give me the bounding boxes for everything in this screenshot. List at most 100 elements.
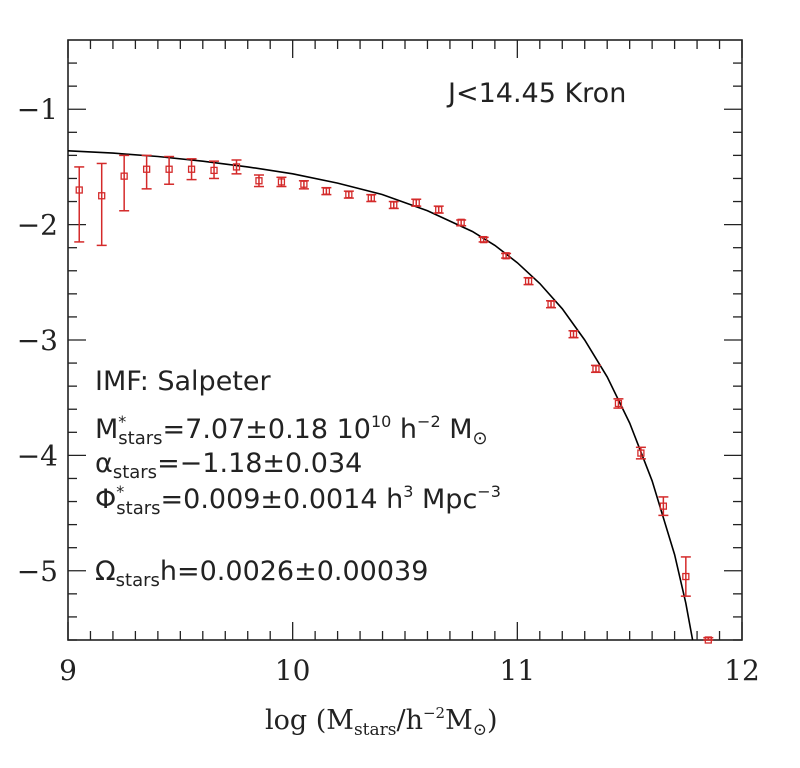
xlabel-prefix: log (M (265, 705, 354, 736)
data-point (411, 198, 422, 207)
point-marker (457, 218, 465, 226)
point-marker (187, 165, 196, 173)
omega-value: h=0.0026±0.00039 (159, 556, 429, 587)
point-marker (367, 194, 375, 202)
fit-curve (67, 150, 694, 641)
data-point (433, 205, 444, 214)
data-point (568, 330, 579, 339)
xlabel-sub2: ⊙ (472, 720, 488, 740)
mstar-power: 10 (370, 412, 392, 431)
mstar-unit2: M (440, 414, 473, 445)
point-marker (502, 252, 510, 260)
data-point (209, 160, 220, 180)
y-tick-label: −3 (17, 324, 58, 357)
phi-value: =0.009±0.0014 h (160, 484, 404, 515)
point-marker (255, 177, 263, 185)
data-point (635, 446, 646, 460)
data-point (680, 556, 691, 597)
data-point (658, 496, 669, 517)
mstar-value: =7.07±0.18 10 (162, 414, 371, 445)
mstar-symbol: M (95, 414, 119, 445)
x-tick-label: 10 (275, 654, 311, 687)
data-point (523, 276, 534, 286)
imf-label: IMF: Salpeter (95, 366, 271, 397)
x-tick-label: 11 (500, 654, 536, 687)
mstar-unit2-sub: ⊙ (472, 428, 488, 449)
data-point (253, 174, 264, 188)
data-point (478, 235, 489, 244)
point-marker (345, 190, 353, 199)
data-point (590, 364, 601, 374)
point-marker (479, 235, 488, 244)
data-point (613, 398, 624, 409)
xlabel-mid: /h (396, 705, 423, 736)
xlabel-mid2: M (445, 705, 473, 736)
x-axis-label: log (Mstars/h−2M⊙) (265, 704, 498, 740)
y-tick-label: −1 (17, 93, 58, 126)
data-point (164, 155, 175, 185)
point-marker (412, 199, 420, 207)
mstar-sub: stars (118, 428, 163, 449)
alpha-symbol: α (95, 448, 113, 479)
y-tick-label: −4 (17, 439, 58, 472)
data-point (298, 180, 309, 190)
data-point (186, 158, 197, 181)
point-marker (682, 572, 690, 581)
phi-sup: * (116, 482, 125, 501)
xlabel-sub: stars (353, 720, 397, 740)
point-marker (120, 172, 128, 180)
point-marker (142, 165, 151, 173)
data-point (321, 186, 332, 196)
fit-curve-group (67, 150, 694, 641)
point-marker (390, 201, 398, 209)
data-point (119, 154, 130, 212)
data-point (96, 162, 107, 247)
x-tick-label: 9 (59, 654, 77, 687)
omega-sub: stars (115, 570, 160, 591)
phi-sub: stars (116, 498, 161, 519)
axis-ticks (67, 40, 743, 641)
xlabel-sup: −2 (422, 704, 446, 722)
mstar-unit1-sup: −2 (417, 412, 441, 431)
axis-tick-labels: 9 10 11 12 −1 −2 −3 −4 −5 (17, 93, 760, 687)
omega-annotation: Ωstarsh=0.0026±0.00039 (95, 556, 428, 591)
point-marker (592, 365, 600, 373)
plot-frame (67, 39, 743, 641)
data-point (366, 193, 377, 203)
point-marker (704, 636, 712, 644)
point-marker (547, 300, 555, 308)
mstar-sup: * (118, 412, 127, 431)
point-marker (232, 163, 241, 171)
alpha-sub: stars (112, 462, 158, 483)
point-marker (614, 399, 623, 408)
phi-unit-sup: −3 (477, 482, 501, 501)
mstar-unit1: h (391, 414, 418, 445)
phi-annotation: Φ*stars=0.009±0.0014 h3 Mpc−3 (95, 482, 501, 519)
point-marker (637, 449, 645, 457)
data-point (343, 190, 354, 199)
alpha-value: =−1.18±0.034 (157, 448, 363, 479)
chart-title: J<14.45 Kron (448, 78, 627, 109)
point-marker (300, 180, 308, 188)
x-tick-label: 12 (724, 654, 760, 687)
data-point (388, 200, 399, 210)
point-marker (659, 502, 668, 510)
point-marker (210, 166, 218, 175)
phi-unit: Mpc (413, 484, 478, 515)
y-tick-label: −5 (17, 555, 58, 588)
omega-symbol: Ω (95, 556, 116, 587)
data-point (501, 252, 512, 260)
data-point (276, 176, 287, 188)
point-marker (322, 187, 331, 195)
data-points-group (74, 154, 714, 644)
phi-symbol: Φ (95, 484, 117, 515)
alpha-annotation: αstars=−1.18±0.034 (95, 448, 362, 483)
mstar-annotation: M*stars=7.07±0.18 1010 h−2 M⊙ (95, 412, 488, 449)
y-tick-label: −2 (17, 209, 58, 242)
point-marker (277, 178, 286, 186)
point-marker (165, 165, 173, 173)
data-point (141, 154, 152, 190)
point-marker (435, 205, 443, 214)
phi-h-sup: 3 (403, 482, 414, 501)
data-point (546, 300, 557, 309)
